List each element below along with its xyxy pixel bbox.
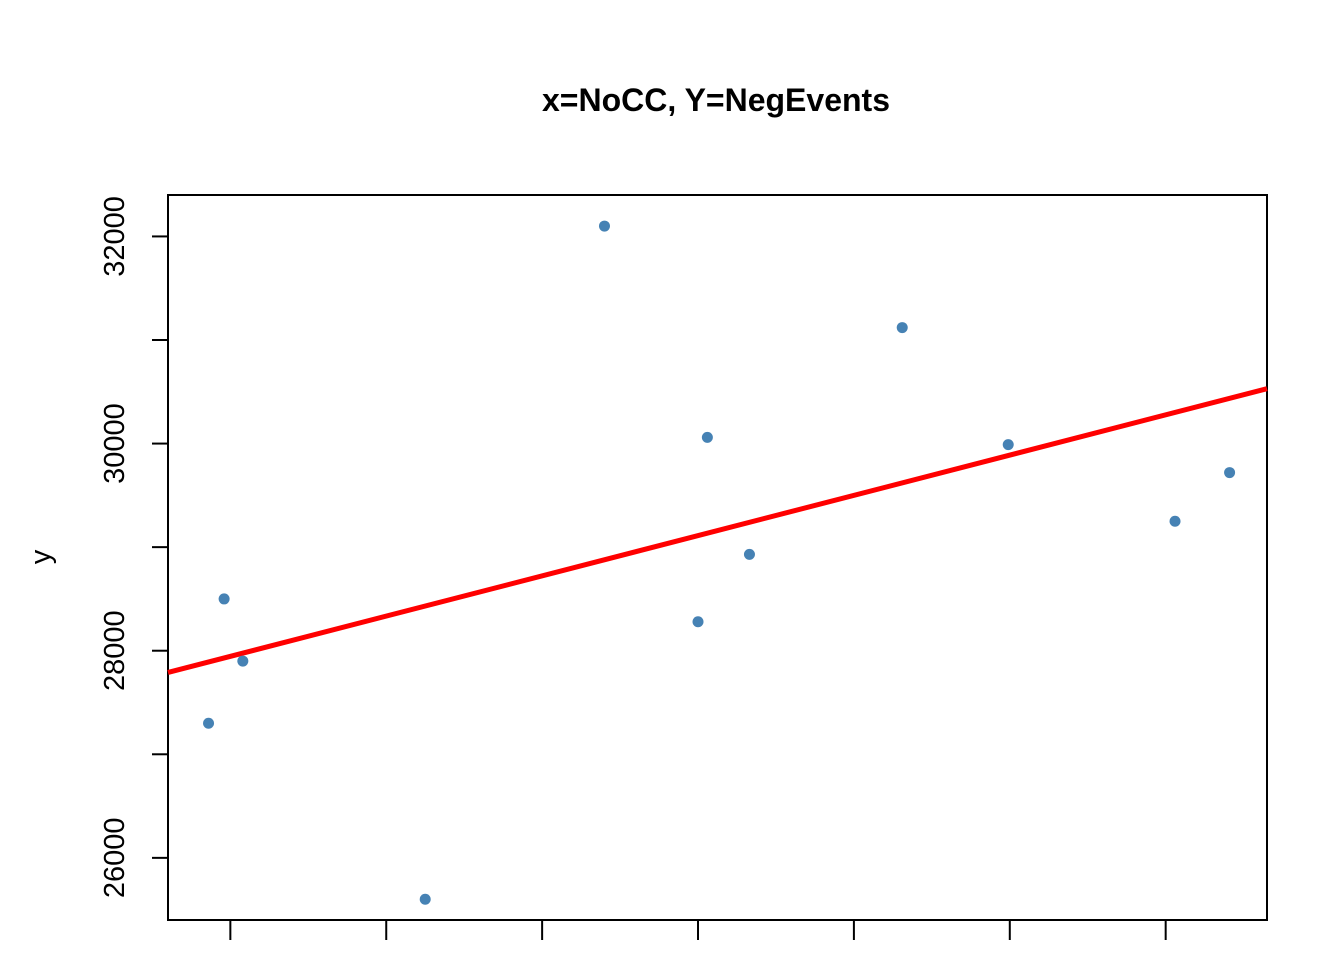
data-point — [1002, 439, 1014, 451]
data-point — [237, 655, 249, 667]
data-points — [203, 220, 1236, 905]
regression-line-group — [167, 386, 1268, 675]
data-point — [203, 717, 215, 729]
y-axis: 26000 28000 30000 32000 — [99, 196, 168, 898]
data-point — [743, 548, 755, 560]
y-axis-label: y — [25, 549, 57, 564]
x-axis — [229, 920, 1167, 940]
data-point — [701, 431, 713, 443]
y-tick-label: 32000 — [99, 196, 131, 277]
chart-title: x=NoCC, Y=NegEvents — [542, 82, 890, 118]
data-point — [598, 220, 610, 232]
data-point — [1224, 467, 1236, 479]
data-point — [896, 322, 908, 334]
y-tick-label: 30000 — [99, 403, 131, 484]
data-point — [218, 593, 230, 605]
data-point — [692, 616, 704, 628]
data-point — [1169, 515, 1181, 527]
regression-line — [167, 386, 1268, 675]
data-point — [419, 893, 431, 905]
y-tick-label: 26000 — [99, 818, 131, 899]
y-tick-label: 28000 — [99, 610, 131, 691]
plot-area-frame — [167, 194, 1268, 921]
